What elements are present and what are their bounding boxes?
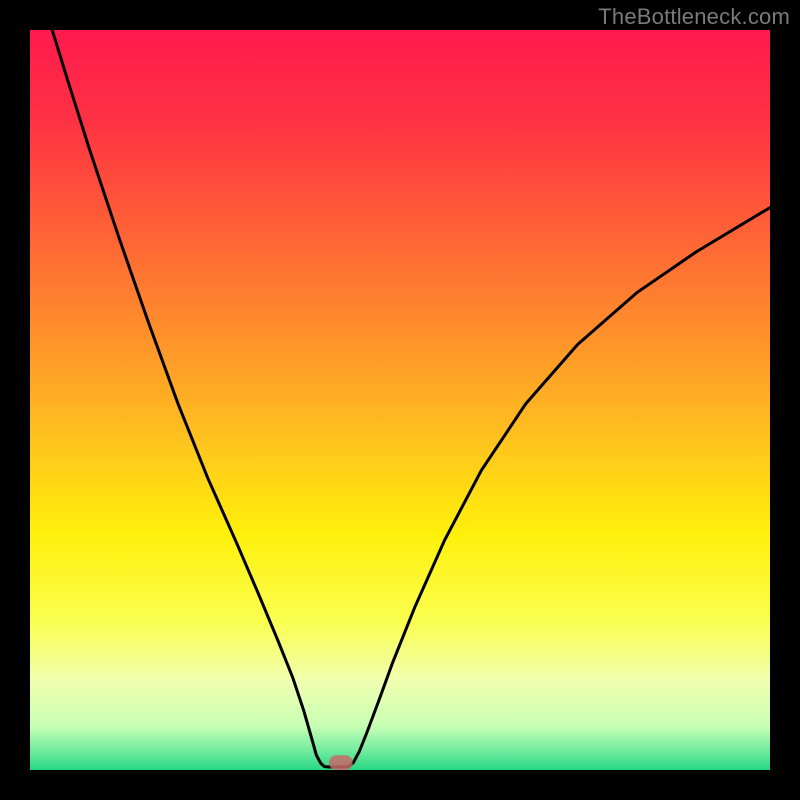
bottleneck-curve-chart [0, 0, 800, 800]
watermark-text: TheBottleneck.com [598, 4, 790, 30]
chart-background [30, 30, 770, 770]
chart-container: TheBottleneck.com [0, 0, 800, 800]
optimum-marker [329, 755, 353, 770]
